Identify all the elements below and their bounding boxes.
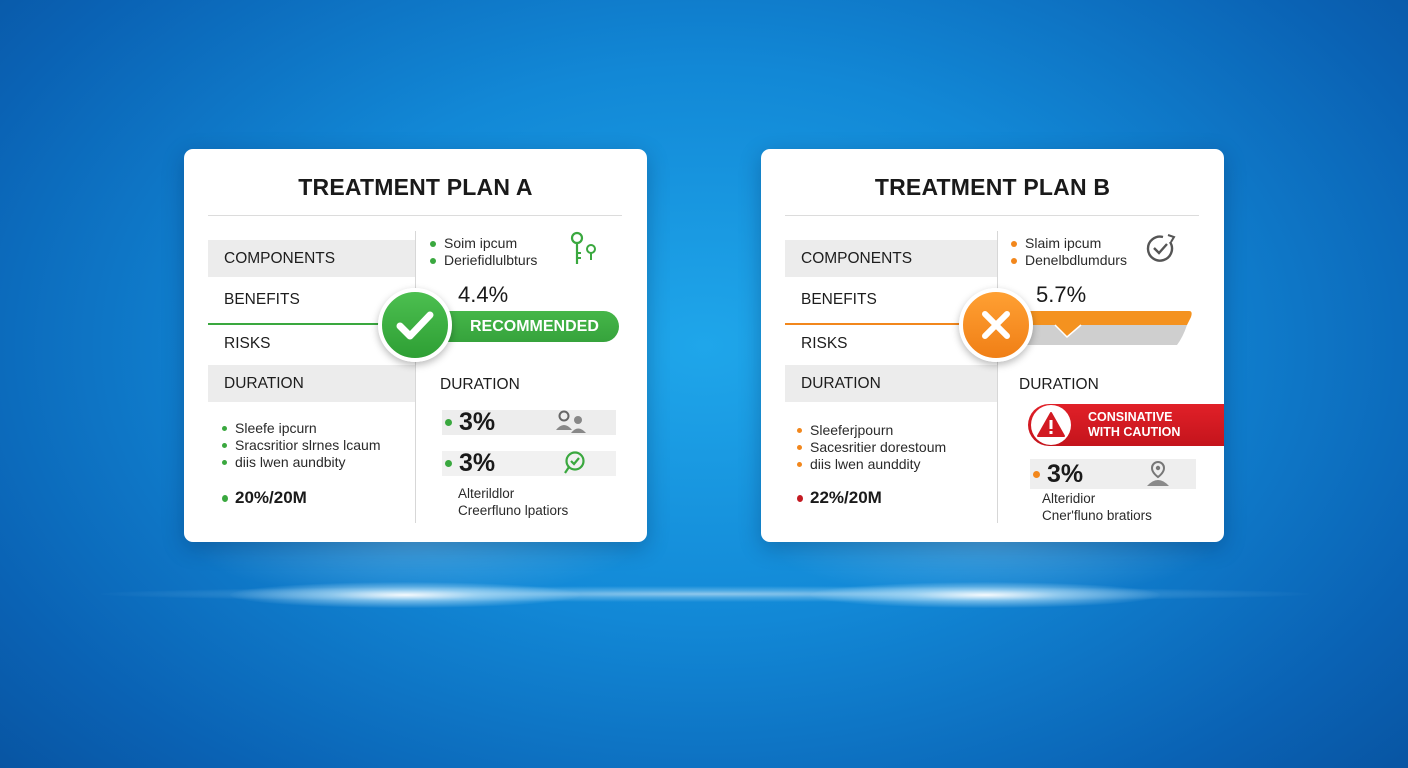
risks-label: RISKS [801,334,848,352]
list-item: Denelbdlumdurs [1011,252,1127,269]
list-item: Sleefe ipcurn [222,420,380,437]
plan-a-title: TREATMENT PLAN A [298,174,533,200]
list-item: Sacesritier dorestoum [797,439,946,456]
list-item: Deriefidlulbturs [430,252,537,269]
bullet-dot [430,257,436,264]
floor-light-right [810,582,1160,608]
bullet-dot [222,494,228,502]
total-stat: 20%/20M [222,488,307,508]
bullet-dot [1033,470,1040,478]
bullet-dot [797,445,802,450]
key-icon [568,231,600,272]
bullet-dot [1011,257,1017,264]
list-item: diis lwen aunddity [797,456,946,473]
list-item: Soim ipcum [430,235,537,252]
detail-list: Sleefe ipcurn Sracsritior slrnes lcaum d… [222,420,380,471]
location-check-icon [562,450,588,481]
bullet-dot [222,443,227,448]
duration-row: 3% [442,408,616,436]
caution-badge: CONSINATIVE WITH CAUTION [1028,404,1224,446]
bullet-dot [222,460,227,465]
total-stat: 22%/20M [797,488,882,508]
duration-heading: DURATION [440,376,520,393]
list-item: Sleeferjpourn [797,422,946,439]
plan-b-title: TREATMENT PLAN B [874,174,1111,200]
list-item: Sracsritior slrnes lcaum [222,437,380,454]
risks-label: RISKS [224,334,271,352]
bullet-dot [1011,240,1017,247]
bullet-dot [445,419,452,426]
person-pin-icon [1144,460,1172,493]
duration-label: DURATION [208,365,415,402]
bullet-dot [222,426,227,431]
bullet-dot [797,494,803,502]
bullet-dot [430,240,436,247]
caution-ribbon [1011,307,1193,354]
floor-light-left [230,582,580,608]
benefits-divider [785,323,985,325]
benefits-divider [208,323,398,325]
warning-icon [1031,405,1071,445]
duration-row: 3% [442,449,616,477]
notes-text: Alteridior Cner'fluno bratiors [1042,491,1152,523]
column-divider [415,231,416,523]
list-item: Slaim ipcum [1011,235,1127,252]
bullet-dot [797,462,802,467]
benefit-stat: 4.4% [458,282,509,307]
cross-icon [959,288,1033,362]
benefit-stat: 5.7% [1036,282,1087,307]
benefits-label: BENEFITS [801,290,877,308]
treatment-plan-b-card: TREATMENT PLAN B COMPONENTS BENEFITS RIS… [761,149,1224,542]
benefits-label: BENEFITS [224,290,300,308]
notes-text: Alterildlor Creerfluno lpatiors [458,486,569,518]
column-divider [997,231,998,523]
check-icon [378,288,452,362]
bullet-dot [445,460,452,467]
duration-heading: DURATION [1019,376,1099,393]
timer-icon [1144,232,1178,269]
components-label: COMPONENTS [785,240,997,277]
detail-list: Sleeferjpourn Sacesritier dorestoum diis… [797,422,946,473]
list-item: diis lwen aundbity [222,454,380,471]
title-divider [208,215,622,216]
bullet-dot [797,428,802,433]
duration-label: DURATION [785,365,997,402]
title-divider [785,215,1199,216]
people-icon [554,409,588,440]
components-label: COMPONENTS [208,240,415,277]
component-list: Slaim ipcum Denelbdlumdurs [1011,235,1127,269]
treatment-plan-a-card: TREATMENT PLAN A COMPONENTS BENEFITS RIS… [184,149,647,542]
recommended-badge: RECOMMENDED [434,311,619,342]
component-list: Soim ipcum Deriefidlulbturs [430,235,537,269]
duration-row: 3% [1030,459,1196,489]
